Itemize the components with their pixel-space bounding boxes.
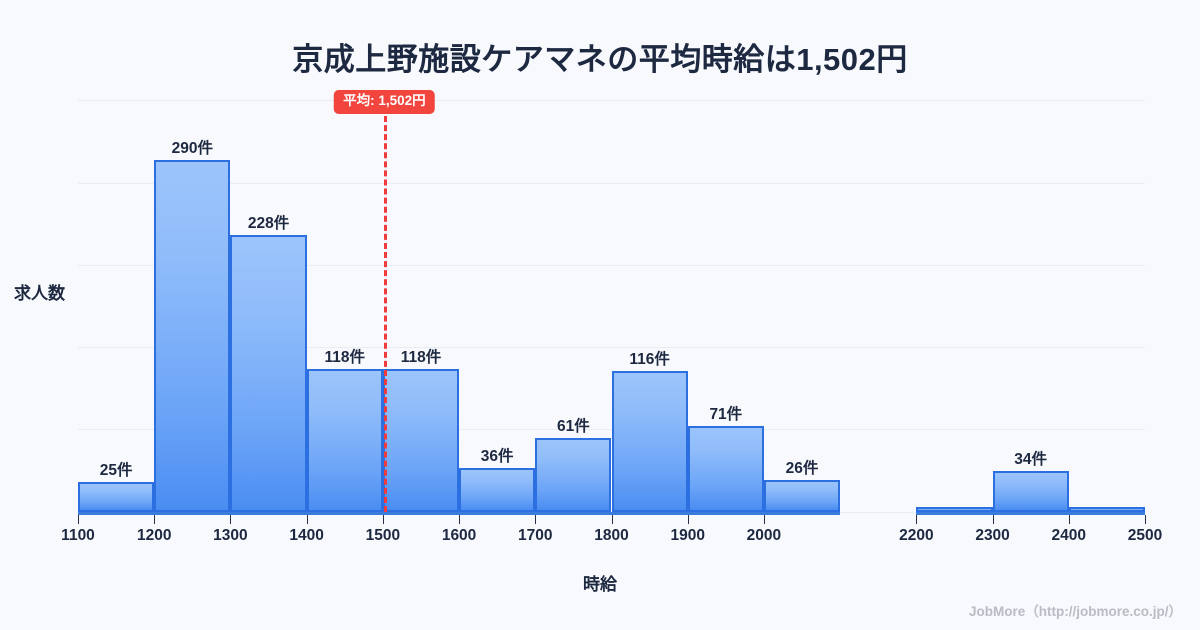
x-axis-tick [1068,515,1070,524]
bar[interactable] [763,480,841,512]
x-axis-tick [916,515,918,524]
x-axis-tick [992,515,994,524]
bar[interactable] [535,437,612,512]
x-axis-line [916,512,1145,515]
x-axis-tick-label: 1500 [365,527,401,544]
bar-series: 25件 290件 228件 118件 118件 36件 61件 116件 71件 26件 34件 [78,100,1145,512]
bar[interactable] [916,507,993,512]
gridline [78,265,1145,267]
x-axis-tick [611,515,613,524]
x-axis-tick-label: 1100 [61,527,95,544]
bar-value-label: 61件 [557,417,590,435]
average-line [384,116,388,512]
bar-value-label: 228件 [247,214,290,232]
x-axis-tick-label: 2500 [1127,527,1163,544]
x-axis-tick [154,515,156,524]
gridline [78,346,1145,348]
bar[interactable] [230,234,307,512]
x-axis-tick [382,515,384,524]
bar[interactable] [306,368,383,512]
y-axis-title: 求人数 [14,284,65,303]
x-axis-tick [687,515,689,524]
bar[interactable] [1068,507,1145,512]
bar-value-label: 116件 [629,351,670,369]
x-axis-tick-label: 2400 [1051,527,1087,544]
bar[interactable] [382,368,460,512]
x-axis-tick [78,515,79,524]
plot-area: 25件 290件 228件 118件 118件 36件 61件 116件 71件 26件 34件 平… [78,90,1145,513]
x-axis-tick [459,515,461,524]
x-axis-tick [230,515,232,524]
bar-value-label: 36件 [480,448,514,466]
bar[interactable] [611,371,688,512]
bar-value-label: 25件 [99,461,133,479]
bar-value-label: 118件 [400,348,442,366]
chart-title: 京成上野施設ケアマネの平均時給は1,502円 [292,42,908,77]
x-axis-tick-label: 1700 [518,527,553,544]
x-axis-tick-label: 2200 [899,527,934,544]
x-axis-tick-label: 1400 [289,527,324,544]
bar[interactable] [154,159,231,512]
bar[interactable] [459,468,536,512]
bar[interactable] [78,481,155,512]
bar-value-label: 290件 [171,139,213,157]
x-axis-tick-label: 1200 [136,527,172,544]
gridline [78,182,1145,184]
x-axis-tick-label: 1800 [594,527,629,544]
bar-value-label: 26件 [785,460,819,478]
x-axis-tick [306,515,308,524]
bar[interactable] [992,470,1069,512]
x-axis-tick-label: 1300 [213,527,248,544]
x-axis-tick-label: 1900 [670,527,705,544]
x-axis-tick-label: 1600 [441,527,477,544]
x-axis-tick [763,515,765,524]
x-axis-tick-label: 2300 [975,527,1010,544]
x-axis-tick-label: 2000 [746,527,782,544]
watermark: JobMore（http://jobmore.co.jp/） [969,604,1182,619]
bar-value-label: 71件 [709,405,743,423]
bar-value-label: 34件 [1014,450,1048,468]
bar[interactable] [687,425,764,512]
x-axis-line [78,512,841,515]
bar-value-label: 118件 [324,348,366,366]
x-axis-tick [1145,515,1146,524]
average-badge: 平均: 1,502円 [334,90,435,114]
gridline [78,100,1145,101]
x-axis-tick [535,515,537,524]
x-axis-title: 時給 [583,575,617,594]
